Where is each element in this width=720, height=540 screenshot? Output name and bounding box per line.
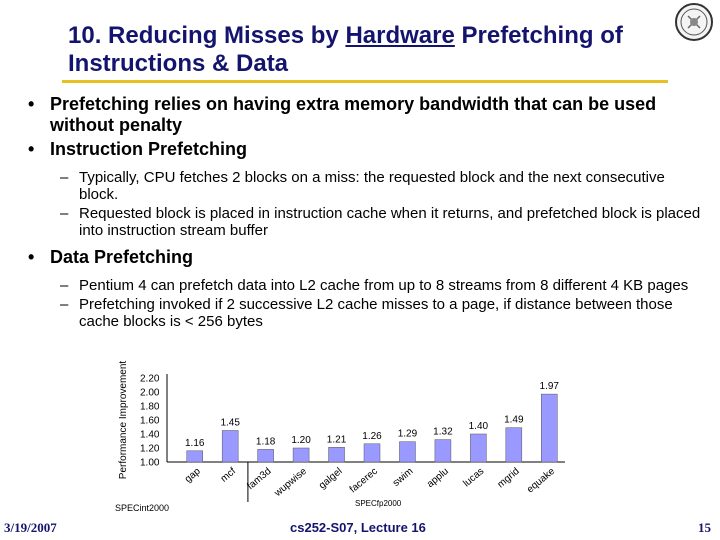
slide-title: 10. Reducing Misses by Hardware Prefetch… bbox=[68, 22, 668, 78]
x-tick-label: wupwise bbox=[272, 466, 310, 500]
bar bbox=[363, 443, 381, 463]
bullet-data-prefetching: Data Prefetching bbox=[24, 247, 704, 268]
y-tick-label: 1.60 bbox=[140, 416, 160, 427]
sub-bullet-two-blocks: Typically, CPU fetches 2 blocks on a mis… bbox=[24, 169, 704, 203]
title-text-underlined: Hardware bbox=[345, 22, 455, 49]
bar bbox=[221, 430, 239, 463]
sub-bullet-invoked: Prefetching invoked if 2 successive L2 c… bbox=[24, 296, 704, 330]
sub-bullet-stream-buffer: Requested block is placed in instruction… bbox=[24, 205, 704, 239]
bar bbox=[186, 450, 203, 463]
bar-value-label: 1.45 bbox=[220, 418, 240, 429]
bar-value-label: 1.40 bbox=[469, 421, 489, 432]
y-tick-label: 2.00 bbox=[140, 388, 160, 399]
title-text-post: Prefetching of Instructions & Data bbox=[68, 22, 623, 77]
bar bbox=[328, 447, 345, 463]
x-tick-label: fam3d bbox=[245, 466, 273, 492]
x-tick-label: lucas bbox=[461, 466, 486, 489]
y-tick-label: 1.40 bbox=[140, 430, 160, 441]
bar-value-label: 1.32 bbox=[433, 427, 453, 438]
title-text-pre: 10. Reducing Misses by bbox=[68, 22, 346, 49]
x-tick-label: galgel bbox=[317, 466, 345, 492]
x-tick-label: mgrid bbox=[496, 466, 522, 491]
y-tick-label: 1.00 bbox=[140, 458, 160, 469]
x-tick-label: applu bbox=[425, 466, 451, 490]
footer-page-number: 15 bbox=[698, 520, 711, 535]
bar-value-label: 1.26 bbox=[362, 431, 382, 442]
footer-date: 3/19/2007 bbox=[4, 520, 57, 535]
title-rule bbox=[62, 80, 668, 83]
footer-course: cs252-S07, Lecture 16 bbox=[290, 520, 426, 535]
bar bbox=[505, 427, 523, 463]
university-seal-icon bbox=[675, 3, 713, 41]
x-tick-label: swim bbox=[391, 466, 416, 489]
bullet-instruction-prefetching: Instruction Prefetching bbox=[24, 139, 704, 160]
x-tick-label: gap bbox=[183, 466, 203, 485]
bar-value-label: 1.49 bbox=[504, 415, 524, 426]
prefetch-performance-chart: Performance Improvement 2.20 2.00 1.80 1.60 1… bbox=[115, 361, 565, 513]
x-tick-label: facerec bbox=[348, 466, 380, 496]
bar bbox=[399, 441, 416, 463]
bar-value-label: 1.16 bbox=[185, 438, 205, 449]
bar-value-label: 1.18 bbox=[256, 436, 276, 447]
slide-body: Prefetching relies on having extra memor… bbox=[24, 94, 704, 332]
group-label-specint: SPECint2000 bbox=[115, 503, 169, 513]
x-tick-label: mcf bbox=[219, 466, 239, 485]
bar bbox=[541, 393, 558, 463]
x-tick-label: equake bbox=[525, 466, 558, 496]
bar-value-label: 1.97 bbox=[540, 381, 560, 392]
y-tick-label: 1.80 bbox=[140, 402, 160, 413]
bar bbox=[292, 447, 310, 463]
group-label-specfp: SPECfp2000 bbox=[355, 499, 402, 508]
bar-value-label: 1.21 bbox=[327, 434, 347, 445]
sub-bullet-pentium4: Pentium 4 can prefetch data into L2 cach… bbox=[24, 277, 704, 294]
bar-value-label: 1.29 bbox=[398, 429, 418, 440]
bar bbox=[470, 433, 487, 463]
bar-value-label: 1.20 bbox=[291, 435, 311, 446]
y-tick-label: 2.20 bbox=[140, 374, 160, 385]
bar bbox=[434, 439, 452, 463]
bullet-bandwidth: Prefetching relies on having extra memor… bbox=[24, 94, 704, 136]
bar bbox=[257, 449, 274, 463]
y-tick-label: 1.20 bbox=[140, 444, 160, 455]
y-axis-label: Performance Improvement bbox=[118, 361, 129, 480]
